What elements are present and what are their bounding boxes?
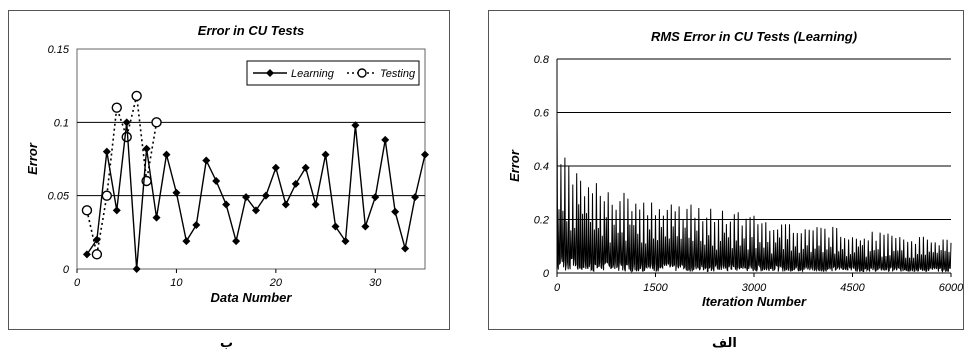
point-testing	[111, 102, 122, 113]
legend-box-left	[246, 60, 420, 86]
point-testing	[121, 131, 132, 143]
legend-marker-learning	[266, 69, 274, 77]
y-tick-label-left: 0.15	[48, 44, 70, 56]
chart-title-right: RMS Error in CU Tests (Learning)	[651, 29, 857, 44]
series-line-rms-error	[556, 112, 952, 274]
point-learning	[212, 177, 221, 185]
x-axis-label-right: Iteration Number	[702, 294, 807, 309]
x-tick-label-right: 3000	[742, 282, 767, 294]
point-testing	[91, 249, 103, 260]
x-tick-label-left: 20	[269, 277, 283, 289]
point-learning	[311, 200, 320, 209]
x-tick-label-right: 6000	[939, 282, 963, 294]
point-learning	[371, 193, 380, 202]
y-tick-label-right: 0	[543, 268, 550, 280]
point-testing	[151, 117, 162, 128]
point-learning	[92, 235, 101, 244]
chart-right-svg: 0 0.2 0.4 0.6 0.8 0 1500 3000 4500 6000 RMS Error …	[507, 29, 963, 309]
point-learning	[401, 244, 410, 253]
point-learning	[271, 163, 280, 172]
caption-right: الف	[712, 336, 737, 351]
point-learning	[172, 188, 181, 197]
point-testing	[101, 190, 113, 201]
point-learning	[152, 213, 161, 222]
point-learning	[112, 206, 121, 215]
chart-title-left: Error in CU Tests	[198, 23, 304, 38]
x-tick-label-left: 30	[369, 277, 382, 289]
point-learning	[192, 221, 201, 229]
y-tick-label-right: 0.8	[534, 54, 550, 66]
point-testing	[131, 90, 142, 102]
x-tick-label-right: 4500	[840, 282, 865, 294]
y-axis-label-left: Error	[25, 142, 40, 175]
point-learning	[222, 200, 231, 209]
y-axis-label-right: Error	[507, 149, 522, 182]
point-learning	[331, 222, 340, 231]
point-learning	[301, 163, 310, 172]
point-learning	[102, 147, 111, 156]
point-learning	[351, 121, 360, 130]
x-tick-label-right: 0	[554, 282, 561, 294]
point-learning	[82, 250, 91, 259]
point-learning	[361, 222, 370, 231]
point-learning	[232, 237, 241, 246]
legend-marker-testing	[357, 68, 367, 78]
legend-label-learning: Learning	[291, 68, 335, 80]
point-learning	[411, 193, 420, 202]
point-learning	[142, 144, 151, 153]
point-learning	[321, 150, 330, 159]
y-tick-label-right: 0.6	[534, 108, 550, 120]
y-tick-label-left: 0.05	[48, 191, 70, 203]
point-learning	[381, 135, 390, 144]
point-learning	[291, 179, 300, 188]
point-learning	[122, 118, 131, 127]
x-tick-label-left: 10	[170, 277, 183, 289]
x-axis-label-left: Data Number	[211, 290, 293, 305]
point-learning	[281, 200, 290, 209]
legend-label-testing: Testing	[380, 68, 416, 80]
point-learning	[251, 206, 260, 215]
y-tick-label-right: 0.2	[534, 215, 549, 227]
chart-left-svg: 0 0.05 0.1 0.15 0 10 20 30 Error in CU Tests Data…	[25, 23, 429, 305]
series-line-testing	[86, 95, 158, 255]
plot-area-left	[76, 48, 426, 270]
y-tick-label-right: 0.4	[534, 161, 549, 173]
point-learning	[202, 156, 211, 165]
caption-left: ب	[220, 336, 234, 351]
chart-panel-left: 0 0.05 0.1 0.15 0 10 20 30 Error in CU Tests Data…	[8, 10, 450, 330]
point-learning	[242, 193, 251, 202]
y-tick-label-left: 0.1	[54, 117, 69, 129]
x-tick-label-right: 1500	[643, 282, 668, 294]
y-tick-label-left: 0	[63, 264, 70, 276]
point-learning	[162, 150, 171, 159]
point-testing	[81, 205, 93, 216]
point-learning	[132, 265, 141, 273]
point-learning	[341, 237, 350, 246]
x-tick-label-left: 0	[74, 277, 81, 289]
point-learning	[261, 191, 270, 200]
point-learning	[421, 150, 429, 159]
point-learning	[182, 237, 191, 246]
chart-panel-right: 0 0.2 0.4 0.6 0.8 0 1500 3000 4500 6000 RMS Error …	[488, 10, 964, 330]
point-learning	[391, 207, 400, 216]
